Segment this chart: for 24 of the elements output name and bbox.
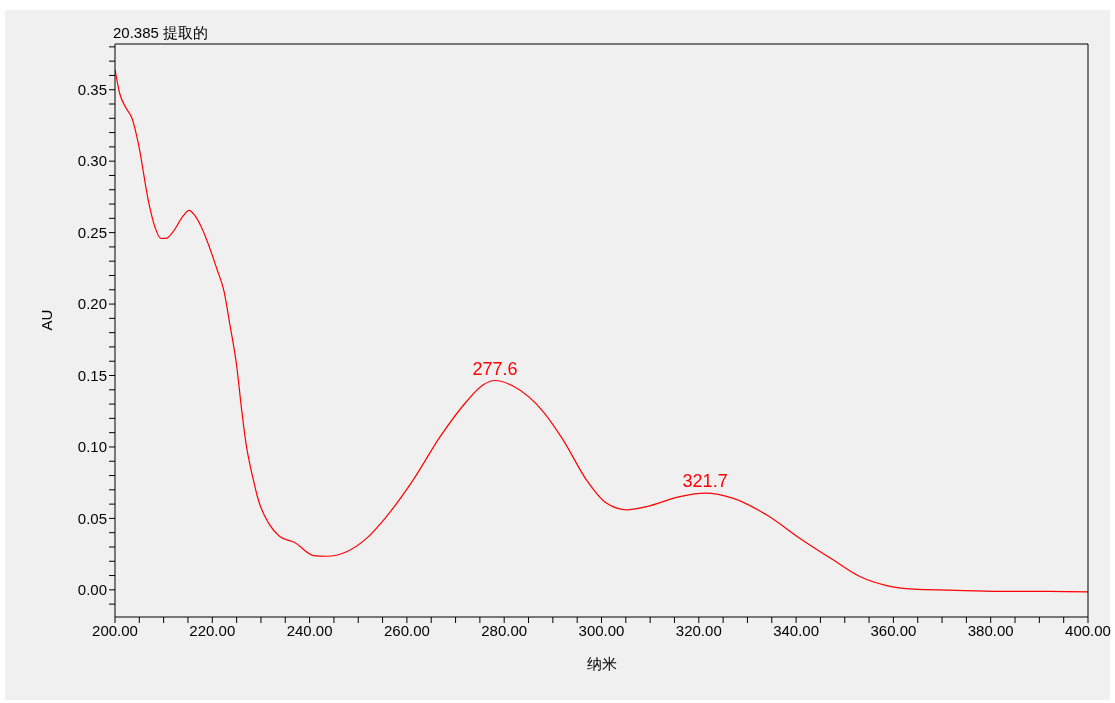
x-tick-label: 380.00	[967, 621, 1014, 639]
y-tick-label: 0.30	[77, 152, 107, 170]
y-tick-label: 0.00	[77, 581, 107, 599]
x-tick-label: 260.00	[383, 621, 430, 639]
x-tick-label: 220.00	[189, 621, 236, 639]
x-tick-label: 200.00	[92, 621, 138, 639]
chart-title: 20.385 提取的	[113, 24, 209, 43]
x-tick-label: 280.00	[481, 621, 528, 639]
annotation: 277.6	[472, 358, 518, 379]
x-tick-label: 360.00	[870, 621, 917, 639]
y-axis-title: AU	[38, 309, 56, 331]
y-tick-label: 0.15	[77, 366, 107, 384]
y-tick-label: 0.35	[77, 81, 107, 99]
annotation: 321.7	[682, 471, 728, 492]
x-tick-label: 400.00	[1065, 621, 1111, 639]
y-tick-label: 0.10	[77, 438, 107, 456]
y-tick-label: 0.25	[77, 223, 107, 241]
x-tick-label: 340.00	[773, 621, 820, 639]
x-axis-title: 纳米	[586, 655, 617, 672]
x-tick-label: 240.00	[286, 621, 333, 639]
y-tick-label: 0.20	[77, 295, 107, 313]
x-tick-label: 320.00	[675, 621, 722, 639]
x-tick-label: 300.00	[578, 621, 625, 639]
y-tick-label: 0.05	[77, 509, 107, 527]
